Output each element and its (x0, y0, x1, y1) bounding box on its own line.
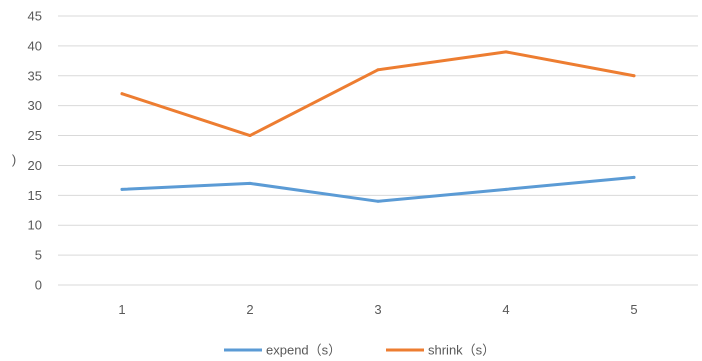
y-tick-label: 20 (28, 158, 42, 173)
x-tick-label: 5 (630, 302, 637, 317)
y-tick-label: 15 (28, 188, 42, 203)
series-lines (120, 50, 636, 203)
y-tick-label: 45 (28, 9, 42, 24)
data-point (120, 92, 124, 96)
data-point (504, 50, 508, 54)
data-point (632, 74, 636, 78)
y-tick-label: 35 (28, 68, 42, 83)
x-axis-ticks: 1 2 3 4 5 (118, 302, 637, 317)
y-tick-label: 30 (28, 98, 42, 113)
x-tick-label: 1 (118, 302, 125, 317)
gridlines (58, 15, 698, 286)
data-point (248, 134, 252, 138)
y-tick-label: 25 (28, 128, 42, 143)
y-tick-label: 5 (35, 248, 42, 263)
y-tick-label: 40 (28, 38, 42, 53)
data-point (376, 199, 380, 203)
y-tick-label: 10 (28, 218, 42, 233)
x-tick-label: 3 (374, 302, 381, 317)
x-tick-label: 4 (502, 302, 509, 317)
data-point (120, 187, 124, 191)
data-point (632, 175, 636, 179)
y-axis-label: ) (12, 152, 16, 167)
data-point (376, 68, 380, 72)
legend-label-0: expend（s） (266, 343, 341, 358)
data-point (248, 181, 252, 185)
legend-label-1: shrink（s） (428, 343, 495, 358)
series-line-0 (120, 175, 636, 203)
series-line-1 (120, 50, 636, 138)
x-tick-label: 2 (246, 302, 253, 317)
y-axis-ticks: 0 5 10 15 20 25 30 35 40 45 (28, 9, 42, 293)
legend: expend（s） shrink（s） (224, 343, 495, 358)
data-point (504, 187, 508, 191)
y-tick-label: 0 (35, 278, 42, 293)
